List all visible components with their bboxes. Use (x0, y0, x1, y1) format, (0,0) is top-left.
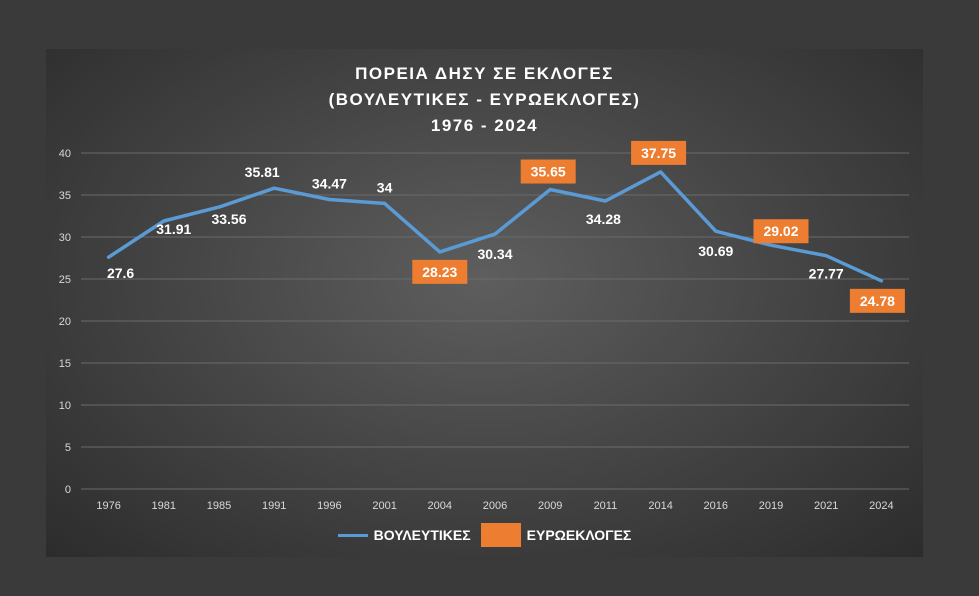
line-chart: 0 5 10 15 20 25 30 35 40 1976 1981 1985 1991 1996 2001… (59, 140, 909, 512)
chart-title-line-2: (ΒΟΥΛΕΥΤΙΚΕΣ - ΕΥΡΩΕΚΛΟΓΕΣ) (328, 90, 641, 109)
data-label: 34 (377, 179, 393, 195)
legend-line-label: ΒΟΥΛΕΥΤΙΚΕΣ (373, 527, 471, 543)
data-label: 37.75 (641, 145, 676, 161)
data-label: 35.81 (245, 164, 280, 180)
data-label: 31.91 (156, 221, 191, 237)
legend-line-swatch (337, 533, 368, 537)
chart-legend: ΒΟΥΛΕΥΤΙΚΕΣ ΕΥΡΩΕΚΛΟΓΕΣ (46, 523, 923, 547)
x-tick-label: 1985 (207, 500, 231, 512)
x-tick-label: 1996 (317, 500, 341, 512)
y-tick-label: 20 (59, 316, 71, 328)
y-tick-label: 0 (65, 484, 71, 496)
y-tick-label: 10 (59, 400, 71, 412)
data-label: 30.69 (698, 243, 733, 259)
data-label: 27.77 (809, 266, 844, 282)
legend-item-box: ΕΥΡΩΕΚΛΟΓΕΣ (480, 523, 632, 547)
data-label: 34.28 (586, 211, 621, 227)
data-label-box (520, 159, 576, 184)
data-label: 24.78 (860, 293, 895, 309)
x-tick-label: 2004 (428, 500, 452, 512)
data-label: 28.23 (422, 264, 457, 280)
x-tick-label: 2001 (372, 500, 396, 512)
data-label: 35.65 (531, 164, 566, 180)
data-label-box (753, 219, 809, 244)
legend-box-swatch (480, 523, 521, 547)
data-label-box (631, 140, 687, 165)
x-tick-label: 1976 (96, 500, 120, 512)
x-tick-label: 1991 (262, 500, 286, 512)
y-tick-label: 40 (59, 148, 71, 160)
x-tick-label: 2009 (538, 500, 562, 512)
x-tick-label: 2016 (704, 500, 728, 512)
x-tick-label: 2006 (483, 500, 507, 512)
data-label: 29.02 (763, 223, 798, 239)
data-label: 30.34 (477, 246, 512, 262)
x-tick-label: 2014 (648, 500, 672, 512)
x-tick-label: 2011 (594, 500, 618, 512)
x-tick-label: 2021 (814, 500, 838, 512)
data-label-box (849, 288, 905, 313)
y-tick-label: 25 (59, 274, 71, 286)
legend-box-label: ΕΥΡΩΕΚΛΟΓΕΣ (526, 527, 632, 543)
y-tick-label: 30 (59, 232, 71, 244)
x-tick-label: 1981 (152, 500, 176, 512)
data-label: 27.6 (107, 265, 134, 281)
y-tick-label: 5 (65, 442, 71, 454)
x-tick-label: 2019 (759, 500, 783, 512)
chart-title-line-3: 1976 - 2024 (430, 116, 539, 135)
legend-item-line: ΒΟΥΛΕΥΤΙΚΕΣ (337, 527, 471, 543)
data-label: 33.56 (211, 211, 246, 227)
chart-title-line-1: ΠΟΡΕΙΑ ΔΗΣΥ ΣΕ ΕΚΛΟΓΕΣ (355, 64, 614, 83)
series-line (106, 170, 884, 283)
x-tick-label: 2024 (869, 500, 893, 512)
data-label-box (412, 259, 468, 284)
chart-frame: ΠΟΡΕΙΑ ΔΗΣΥ ΣΕ ΕΚΛΟΓΕΣ (ΒΟΥΛΕΥΤΙΚΕΣ - ΕΥ… (46, 49, 923, 557)
y-tick-label: 15 (59, 358, 71, 370)
y-tick-label: 35 (59, 190, 71, 202)
data-label: 34.47 (312, 175, 347, 191)
